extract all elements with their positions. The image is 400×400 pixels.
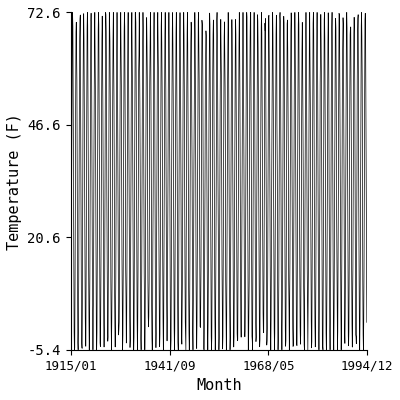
X-axis label: Month: Month	[196, 378, 242, 393]
Y-axis label: Temperature (F): Temperature (F)	[7, 113, 22, 250]
